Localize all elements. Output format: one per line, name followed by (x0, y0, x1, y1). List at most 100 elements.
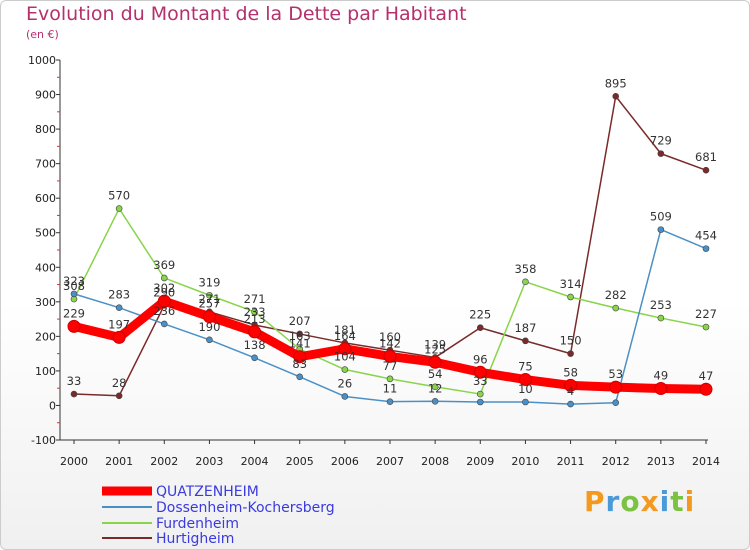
data-label: 570 (108, 189, 130, 203)
x-tick-label: 2005 (286, 455, 314, 468)
data-label: 181 (334, 323, 356, 337)
data-label: 150 (560, 334, 582, 348)
data-label: 28 (112, 376, 127, 390)
y-tick-label: 100 (35, 365, 56, 378)
y-tick-label: 600 (35, 192, 56, 205)
x-tick-label: 2007 (376, 455, 404, 468)
series-point-1 (160, 320, 168, 328)
data-label: 190 (198, 320, 220, 334)
logo-letter: r (605, 485, 621, 518)
data-label: 26 (338, 376, 353, 390)
series-point-0 (564, 378, 578, 392)
x-tick-label: 2003 (195, 455, 223, 468)
y-tick-label: 500 (35, 227, 56, 240)
series-point-0 (67, 319, 81, 333)
series-point-1 (431, 398, 439, 405)
logo-letter: t (670, 485, 685, 518)
series-point-2 (476, 390, 484, 398)
data-label: 253 (650, 298, 672, 312)
series-point-2 (431, 383, 439, 391)
series-point-1 (567, 400, 574, 408)
series-point-2 (160, 274, 168, 282)
series-point-2 (115, 205, 123, 212)
data-label: 187 (514, 321, 536, 335)
data-label: 236 (153, 304, 175, 318)
data-label: 33 (473, 374, 488, 388)
series-point-2 (567, 293, 574, 301)
data-label: 47 (699, 369, 714, 383)
data-label: 4 (567, 384, 574, 398)
y-tick-label: 1000 (28, 54, 56, 67)
x-tick-label: 2000 (60, 455, 88, 468)
series-point-3 (476, 324, 484, 332)
series-point-3 (702, 166, 710, 174)
logo-letter: i (684, 485, 696, 518)
data-label: 96 (473, 352, 488, 366)
x-tick-label: 2014 (692, 455, 720, 468)
data-label: 323 (63, 274, 85, 288)
data-label: 227 (695, 307, 717, 321)
data-label: 75 (518, 360, 533, 374)
series-point-3 (567, 350, 574, 357)
data-label: 207 (289, 314, 311, 328)
series-point-0 (383, 349, 397, 363)
logo-letter: i (659, 485, 671, 518)
series-point-0 (428, 355, 442, 369)
data-label: 233 (244, 305, 266, 319)
data-label: 10 (518, 382, 533, 396)
data-label: 164 (334, 329, 356, 343)
data-label: 163 (289, 329, 311, 343)
data-label: 213 (244, 312, 266, 326)
x-tick-label: 2012 (602, 455, 630, 468)
data-label: 509 (650, 210, 672, 224)
chart-title: Evolution du Montant de la Dette par Hab… (26, 3, 467, 25)
series-point-0 (518, 373, 532, 387)
series-point-0 (157, 294, 171, 308)
y-tick-label: 300 (35, 296, 56, 309)
data-label: 225 (469, 308, 491, 322)
logo-letter: o (620, 485, 641, 518)
series-point-3 (296, 330, 304, 338)
data-label: 895 (605, 76, 627, 90)
series-point-2 (206, 291, 213, 299)
data-label: 271 (198, 292, 220, 306)
x-tick-label: 2001 (105, 455, 133, 468)
series-point-1 (702, 245, 710, 252)
series-point-0 (338, 342, 352, 356)
data-label: 54 (428, 367, 443, 381)
legend-label: Dossenheim-Kochersberg (156, 500, 335, 516)
legend-label: Hurtigheim (156, 531, 234, 547)
series-point-0 (248, 325, 262, 339)
series-point-2 (522, 278, 529, 286)
x-tick-label: 2009 (466, 455, 494, 468)
series-point-0 (112, 330, 126, 344)
y-tick-label: 0 (49, 399, 56, 412)
y-tick-label: 800 (35, 123, 56, 136)
data-label: 271 (244, 292, 266, 306)
data-label: 290 (153, 285, 175, 299)
y-tick-label: -100 (31, 434, 56, 447)
data-label: 160 (379, 330, 401, 344)
series-point-0 (699, 382, 713, 396)
data-label: 142 (379, 336, 401, 350)
series-point-2 (251, 308, 258, 316)
data-label: 308 (63, 279, 85, 293)
data-label: 83 (292, 357, 307, 371)
x-tick-label: 2002 (150, 455, 178, 468)
series-point-1 (70, 290, 78, 298)
data-label: 138 (244, 338, 266, 352)
data-label: 729 (650, 134, 672, 148)
y-tick-label: 700 (35, 158, 56, 171)
y-tick-label: 400 (35, 261, 56, 274)
data-label: 319 (198, 275, 220, 289)
x-tick-label: 2004 (241, 455, 269, 468)
x-tick-label: 2008 (421, 455, 449, 468)
series-point-1 (251, 354, 258, 362)
data-label: 11 (383, 382, 398, 396)
data-label: 49 (654, 369, 669, 383)
series-point-2 (657, 314, 665, 322)
legend-label: Furdenheim (156, 516, 239, 532)
y-tick-label: 200 (35, 330, 56, 343)
series-point-1 (341, 393, 349, 400)
y-tick-label: 900 (35, 89, 56, 102)
